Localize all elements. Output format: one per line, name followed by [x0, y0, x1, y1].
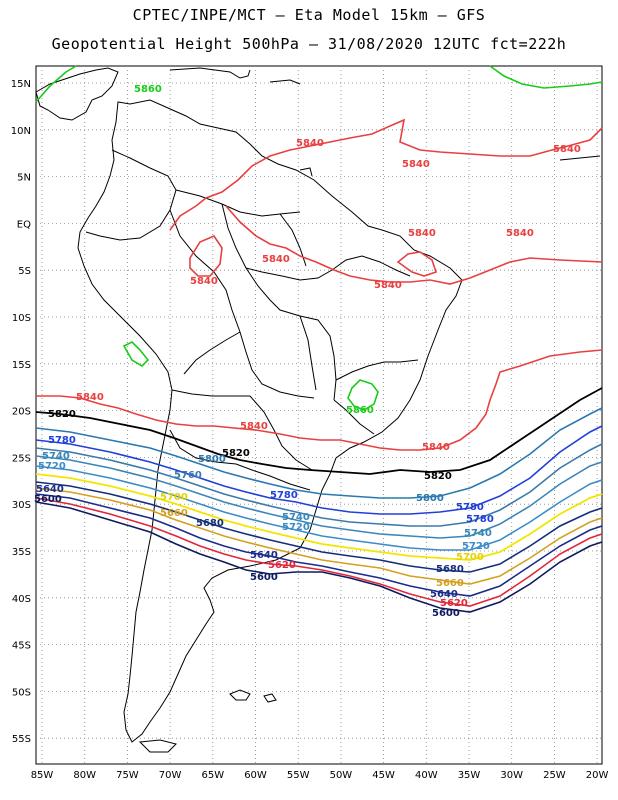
lat-tick-label: 20S	[12, 407, 31, 418]
lat-tick-label: 45S	[12, 641, 31, 652]
contour-label-5840: 5840	[553, 144, 581, 155]
contour-5800	[35, 407, 603, 499]
lat-tick-label: 35S	[12, 547, 31, 558]
contour-5680	[35, 481, 603, 573]
contour-5660	[35, 487, 603, 585]
lon-tick-label: 70W	[159, 770, 182, 781]
lat-tick-label: 5N	[17, 173, 31, 184]
contour-5740	[35, 455, 603, 539]
lat-tick-label: 10S	[12, 313, 31, 324]
contour-5620	[35, 497, 603, 607]
contour-5600	[35, 501, 603, 613]
contour-label-5600: 5600	[250, 572, 278, 583]
contour-label-5680: 5680	[436, 564, 464, 575]
contour-label-5740: 5740	[282, 512, 310, 523]
contour-label-5600: 5600	[432, 608, 460, 619]
contour-label-5680: 5680	[196, 518, 224, 529]
map-subtitle: Geopotential Height 500hPa – 31/08/2020 …	[51, 35, 567, 53]
contour-label-5800: 5800	[416, 493, 444, 504]
lon-tick-label: 55W	[287, 770, 310, 781]
contour-5720	[35, 465, 603, 551]
lon-tick-label: 75W	[116, 770, 139, 781]
contour-label-5840: 5840	[262, 254, 290, 265]
coastlines	[35, 67, 601, 753]
contour-label-5840: 5840	[402, 159, 430, 170]
lat-tick-label: EQ	[17, 219, 31, 230]
contour-5820	[35, 387, 603, 475]
contour-5780	[35, 425, 603, 515]
lat-tick-label: 25S	[12, 453, 31, 464]
contour-label-5740: 5740	[464, 528, 492, 539]
lon-tick-label: 80W	[73, 770, 96, 781]
contour-label-5840: 5840	[296, 138, 324, 149]
lat-tick-label: 15S	[12, 360, 31, 371]
contour-label-5600: 5600	[34, 494, 62, 505]
contour-label-5780: 5780	[270, 490, 298, 501]
contour-label-5780: 5780	[48, 435, 76, 446]
contour-label-5840: 5840	[190, 276, 218, 287]
contour-5700	[35, 473, 603, 561]
contour-label-5820: 5820	[48, 409, 76, 420]
contour-label-5820: 5820	[222, 448, 250, 459]
contour-label-5720: 5720	[462, 541, 490, 552]
lat-tick-label: 10N	[11, 126, 31, 137]
lon-tick-label: 25W	[543, 770, 566, 781]
contour-label-5860: 5860	[346, 405, 374, 416]
contour-5860	[35, 65, 603, 411]
contour-label-5640: 5640	[36, 484, 64, 495]
contour-label-5720: 5720	[282, 522, 310, 533]
lat-tick-label: 40S	[12, 594, 31, 605]
contour-label-5720: 5720	[38, 461, 66, 472]
lon-tick-label: 50W	[330, 770, 353, 781]
lat-tick-label: 55S	[12, 734, 31, 745]
contour-label-5840: 5840	[422, 442, 450, 453]
lon-tick-label: 65W	[201, 770, 224, 781]
contour-label-5640: 5640	[250, 550, 278, 561]
lon-tick-label: 35W	[458, 770, 481, 781]
contour-label-5660: 5660	[160, 508, 188, 519]
lon-tick-label: 30W	[500, 770, 523, 781]
lon-tick-label: 40W	[415, 770, 438, 781]
lon-tick-label: 60W	[244, 770, 267, 781]
contour-label-5740: 5740	[42, 451, 70, 462]
contour-label-5640: 5640	[430, 589, 458, 600]
contour-label-5780: 5780	[456, 502, 484, 513]
lon-tick-label: 45W	[372, 770, 395, 781]
graticule	[36, 66, 602, 764]
contour-label-5700: 5700	[160, 492, 188, 503]
contour-label-5660: 5660	[436, 578, 464, 589]
contour-label-5620: 5620	[268, 560, 296, 571]
contour-label-5820: 5820	[424, 471, 452, 482]
lat-tick-label: 30S	[12, 500, 31, 511]
contour-label-5840: 5840	[506, 228, 534, 239]
lon-tick-label: 20W	[586, 770, 609, 781]
contour-label-5840: 5840	[374, 280, 402, 291]
lat-tick-label: 5S	[18, 266, 31, 277]
contour-5840	[36, 118, 603, 451]
contour-label-5620: 5620	[440, 598, 468, 609]
contour-label-5780: 5780	[466, 514, 494, 525]
lat-tick-label: 50S	[12, 687, 31, 698]
lat-tick-label: 15N	[11, 79, 31, 90]
map-frame	[35, 65, 603, 765]
contour-label-5760: 5760	[174, 470, 202, 481]
contour-label-5860: 5860	[134, 84, 162, 95]
contour-label-5700: 5700	[456, 552, 484, 563]
contour-5760	[35, 443, 603, 527]
lon-tick-label: 85W	[31, 770, 54, 781]
map-title: CPTEC/INPE/MCT – Eta Model 15km – GFS	[132, 6, 486, 24]
contour-label-5840: 5840	[240, 421, 268, 432]
contour-label-5840: 5840	[408, 228, 436, 239]
contour-5640	[35, 493, 603, 597]
contour-label-5800: 5800	[198, 454, 226, 465]
tick-labels: 85W 80W 75W 70W 65W 60W 55W 50W 45W 40W 35W 30W 25W 2…	[11, 79, 609, 781]
contour-label-5840: 5840	[76, 392, 104, 403]
